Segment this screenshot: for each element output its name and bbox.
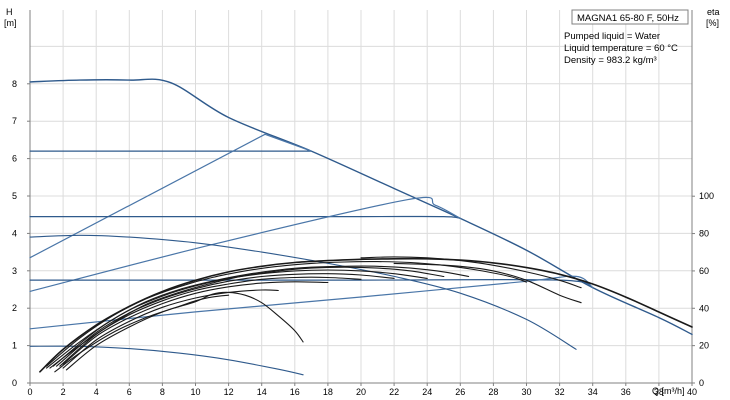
x-tick-label: 6 (127, 387, 132, 397)
x-tick-label: 12 (224, 387, 234, 397)
info-line-liquid-temperature: Liquid temperature = 60 °C (564, 43, 678, 54)
x-tick-label: 8 (160, 387, 165, 397)
x-tick-label: 22 (389, 387, 399, 397)
y-right-tick-label: 100 (699, 191, 714, 201)
x-tick-label: 18 (323, 387, 333, 397)
x-tick-label: 28 (488, 387, 498, 397)
x-tick-label: 36 (621, 387, 631, 397)
y-right-tick-label: 20 (699, 341, 709, 351)
y-right-tick-label: 40 (699, 303, 709, 313)
efficiency-curve-10 (45, 261, 528, 367)
efficiency-curve-14 (55, 273, 395, 367)
y-left-tick-label: 6 (12, 154, 17, 164)
efficiency-curve-13 (52, 269, 428, 367)
x-tick-label: 16 (290, 387, 300, 397)
x-tick-label: 26 (455, 387, 465, 397)
y-left-axis-label: H (6, 7, 13, 17)
head-curve-4 (29, 196, 461, 292)
head-curve-7 (29, 234, 577, 350)
y-left-tick-label: 7 (12, 116, 17, 126)
y-left-tick-label: 8 (12, 79, 17, 89)
y-right-tick-label: 60 (699, 266, 709, 276)
efficiency-curve-15 (59, 276, 362, 367)
y-left-tick-label: 0 (12, 378, 17, 388)
y-left-tick-label: 4 (12, 228, 17, 238)
efficiency-curve-16 (62, 281, 329, 365)
chart-title: MAGNA1 65-80 F, 50Hz (577, 13, 679, 24)
y-right-axis-label: eta (707, 7, 720, 17)
y-right-axis-unit: [%] (706, 18, 719, 28)
x-tick-label: 4 (94, 387, 99, 397)
efficiency-curve-20 (360, 256, 582, 289)
y-left-tick-label: 2 (12, 303, 17, 313)
x-tick-label: 40 (687, 387, 697, 397)
series-layer (29, 78, 693, 376)
y-left-axis-unit: [m] (4, 18, 17, 28)
x-tick-label: 32 (555, 387, 565, 397)
x-tick-label: 38 (654, 387, 664, 397)
x-tick-label: 20 (356, 387, 366, 397)
x-tick-label: 0 (27, 387, 32, 397)
head-curve-3 (29, 215, 461, 219)
y-right-tick-label: 0 (699, 378, 704, 388)
grid-layer (30, 10, 693, 383)
efficiency-curve-19 (54, 294, 230, 373)
x-tick-label: 24 (422, 387, 432, 397)
x-tick-label: 10 (190, 387, 200, 397)
y-left-tick-label: 3 (12, 266, 17, 276)
efficiency-curve-17 (62, 289, 279, 369)
y-right-tick-label: 80 (699, 229, 709, 239)
chart-title-box (571, 9, 689, 25)
y-left-tick-label: 1 (12, 341, 17, 351)
x-tick-label: 30 (521, 387, 531, 397)
efficiency-curve-21 (393, 262, 582, 304)
x-tick-label: 34 (588, 387, 598, 397)
ticks-layer: 0 2 4 6 8 10 12 14 16 18 20 22 24 26 28 30 32 34 36 38 40012… (12, 79, 714, 397)
efficiency-curve-18 (65, 291, 304, 371)
info-line-pumped-liquid: Pumped liquid = Water (564, 31, 660, 42)
x-axis-label: Q [m³/h] (652, 386, 685, 396)
x-tick-label: 2 (61, 387, 66, 397)
info-line-density: Density = 983.2 kg/m³ (564, 55, 657, 66)
y-left-tick-label: 5 (12, 191, 17, 201)
x-tick-label: 14 (257, 387, 267, 397)
head-curve-0 (29, 78, 693, 336)
